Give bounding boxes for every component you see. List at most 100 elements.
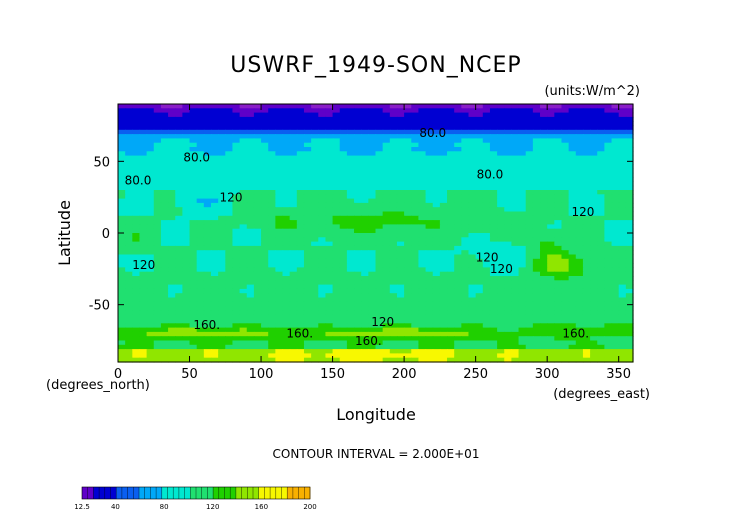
field-cell xyxy=(189,190,198,195)
field-cell xyxy=(332,250,341,256)
field-cell xyxy=(125,288,133,294)
field-cell xyxy=(296,207,305,213)
field-cell xyxy=(396,121,405,127)
field-cell xyxy=(189,233,198,238)
field-cell xyxy=(275,327,284,333)
field-cell xyxy=(218,340,226,346)
field-cell xyxy=(325,250,334,256)
field-cell xyxy=(275,331,284,337)
field-cell xyxy=(225,237,234,243)
field-cell xyxy=(475,194,484,200)
field-cell xyxy=(625,233,634,238)
field-cell xyxy=(289,112,298,118)
field-cell xyxy=(482,237,491,243)
field-cell xyxy=(504,233,513,238)
field-cell xyxy=(253,172,262,178)
field-cell xyxy=(253,138,262,144)
field-cell xyxy=(210,104,219,109)
field-cell xyxy=(325,155,334,161)
field-cell xyxy=(590,280,598,286)
field-cell xyxy=(225,254,234,260)
field-cell xyxy=(418,331,427,337)
field-cell xyxy=(461,301,470,307)
field-cell xyxy=(504,284,513,290)
field-cell xyxy=(275,353,284,359)
field-cell xyxy=(375,129,384,135)
field-cell xyxy=(525,194,534,200)
field-cell xyxy=(160,181,169,187)
field-cell xyxy=(139,129,148,135)
field-cell xyxy=(439,215,448,221)
field-cell xyxy=(175,263,183,268)
field-cell xyxy=(432,164,441,170)
field-cell xyxy=(354,340,362,346)
field-cell xyxy=(468,323,477,329)
field-cell xyxy=(454,310,462,316)
field-cell xyxy=(210,207,219,213)
field-cell xyxy=(439,142,448,148)
field-cell xyxy=(118,207,126,213)
field-cell xyxy=(597,125,605,131)
field-cell xyxy=(575,284,584,290)
field-cell xyxy=(497,258,505,264)
field-cell xyxy=(625,164,634,170)
field-cell xyxy=(525,142,534,148)
field-cell xyxy=(518,125,527,131)
field-cell xyxy=(332,224,341,230)
field-cell xyxy=(125,284,133,290)
field-cell xyxy=(361,293,369,299)
field-cell xyxy=(582,228,591,234)
field-cell xyxy=(504,177,513,182)
field-cell xyxy=(175,116,183,122)
field-cell xyxy=(375,310,384,316)
field-cell xyxy=(375,344,384,350)
field-cell xyxy=(339,263,348,268)
field-cell xyxy=(497,194,505,200)
field-cell xyxy=(139,357,148,363)
field-cell xyxy=(489,172,498,178)
field-cell xyxy=(382,336,391,342)
field-cell xyxy=(590,228,598,234)
field-cell xyxy=(547,142,555,148)
field-cell xyxy=(532,301,541,307)
field-cell xyxy=(439,241,448,247)
field-cell xyxy=(118,220,126,225)
field-cell xyxy=(439,134,448,139)
field-cell xyxy=(461,233,470,238)
field-cell xyxy=(561,224,570,230)
field-cell xyxy=(210,194,219,200)
field-cell xyxy=(210,233,219,238)
field-cell xyxy=(618,254,627,260)
field-cell xyxy=(439,155,448,161)
field-cell xyxy=(253,267,262,273)
field-cell xyxy=(497,198,505,204)
field-cell xyxy=(218,284,226,290)
field-cell xyxy=(418,215,427,221)
field-cell xyxy=(475,314,484,320)
field-cell xyxy=(146,104,155,109)
field-cell xyxy=(497,314,505,320)
field-cell xyxy=(218,138,226,144)
field-cell xyxy=(139,310,148,316)
field-cell xyxy=(282,263,291,268)
field-cell xyxy=(604,104,613,109)
field-cell xyxy=(289,353,298,359)
field-cell xyxy=(439,147,448,152)
field-cell xyxy=(289,267,298,273)
field-cell xyxy=(282,340,291,346)
field-cell xyxy=(361,245,369,251)
field-cell xyxy=(568,211,577,217)
field-cell xyxy=(439,172,448,178)
field-cell xyxy=(590,116,598,122)
field-cell xyxy=(439,220,448,225)
field-cell xyxy=(461,104,470,109)
field-cell xyxy=(532,121,541,127)
field-cell xyxy=(582,288,591,294)
field-cell xyxy=(268,284,276,290)
field-cell xyxy=(146,336,155,342)
field-cell xyxy=(618,202,627,208)
field-cell xyxy=(482,172,491,178)
field-cell xyxy=(611,138,620,144)
field-cell xyxy=(489,190,498,195)
field-cell xyxy=(597,310,605,316)
